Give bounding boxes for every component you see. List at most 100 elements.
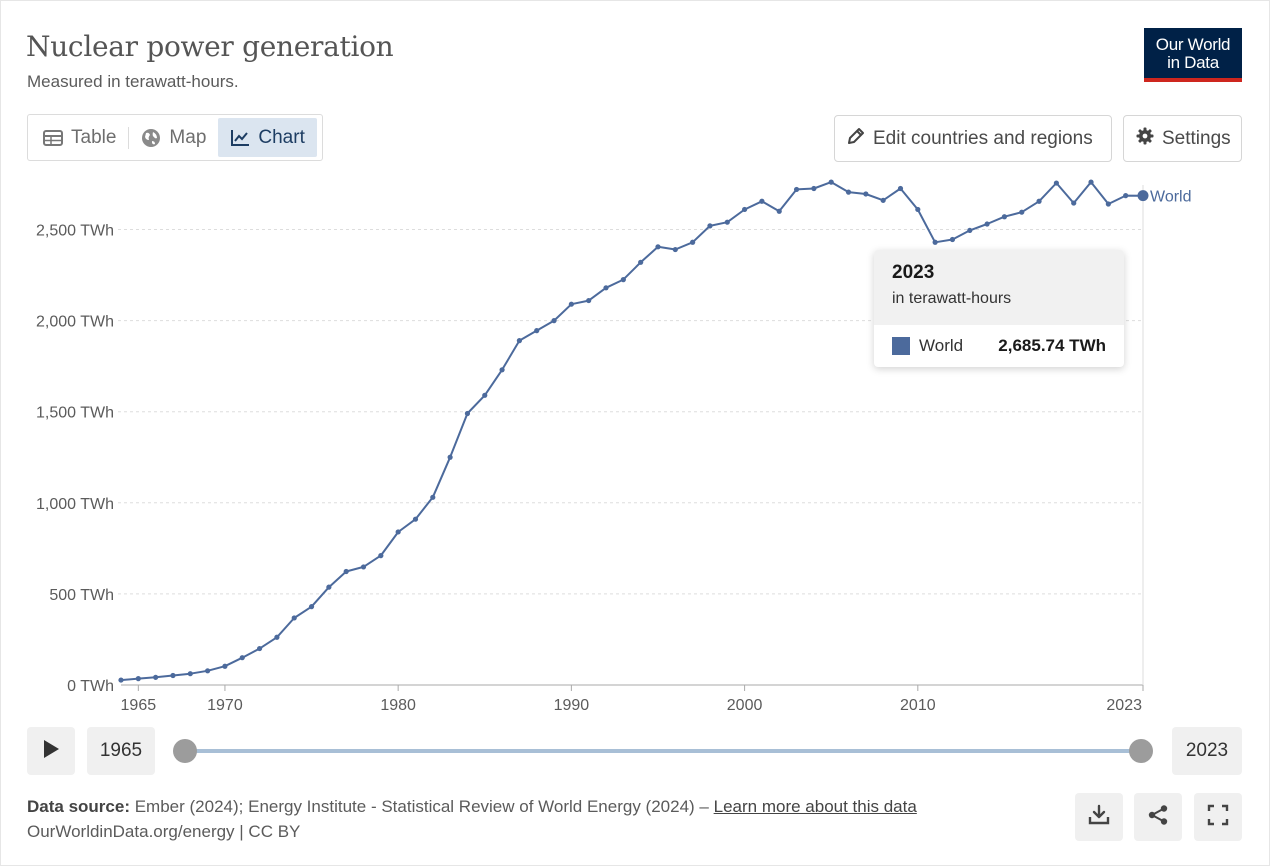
data-point	[620, 277, 626, 283]
data-point	[447, 454, 453, 460]
data-point	[690, 239, 696, 245]
data-source-text: Ember (2024); Energy Institute - Statist…	[134, 797, 709, 816]
settings-label: Settings	[1162, 127, 1231, 149]
y-tick-label: 2,000 TWh	[36, 314, 114, 331]
data-point	[828, 179, 834, 185]
data-point	[863, 191, 869, 197]
tooltip-header: 2023 in terawatt-hours	[874, 250, 1124, 325]
tab-chart-label: Chart	[258, 126, 305, 148]
data-point	[1019, 209, 1025, 215]
data-point	[1001, 214, 1008, 220]
data-point	[499, 367, 505, 373]
data-point	[707, 223, 713, 229]
y-tick-label: 1,500 TWh	[36, 405, 114, 422]
data-point	[187, 671, 193, 677]
pencil-icon	[847, 127, 865, 151]
data-source-line: Data source: Ember (2024); Energy Instit…	[27, 794, 917, 819]
data-point	[412, 516, 419, 522]
timeline-start-year[interactable]: 1965	[87, 727, 155, 775]
data-point	[551, 318, 557, 324]
data-point	[638, 259, 644, 265]
line-chart-icon	[230, 129, 250, 147]
tab-divider	[128, 126, 130, 149]
tab-table-label: Table	[71, 126, 117, 148]
x-tick-label: 2010	[900, 697, 936, 714]
data-point	[430, 494, 436, 500]
tooltip-year: 2023	[892, 262, 935, 283]
x-tick-label: 1965	[121, 697, 157, 714]
tooltip-swatch	[892, 337, 910, 355]
timeline-start-handle[interactable]	[173, 739, 197, 763]
edit-countries-button[interactable]: Edit countries and regions	[834, 115, 1112, 162]
series-end-label: World	[1150, 189, 1192, 206]
data-point	[915, 206, 921, 213]
settings-button[interactable]: Settings	[1123, 115, 1242, 162]
data-point	[291, 615, 297, 621]
fullscreen-icon	[1207, 804, 1229, 831]
data-point	[464, 410, 471, 417]
data-point	[759, 198, 765, 204]
y-tick-label: 500 TWh	[49, 587, 114, 604]
data-point	[205, 668, 211, 674]
footer: Data source: Ember (2024); Energy Instit…	[27, 794, 917, 844]
download-button[interactable]	[1075, 793, 1123, 841]
data-point	[1137, 190, 1149, 202]
edit-countries-label: Edit countries and regions	[873, 127, 1093, 149]
data-point	[1071, 200, 1077, 206]
data-point	[516, 338, 523, 344]
y-axis: 0 TWh 500 TWh 1,000 TWh 1,500 TWh 2,000 TWh 2…	[36, 223, 114, 696]
data-point	[776, 208, 782, 214]
data-point	[655, 244, 661, 250]
timeline-end-year[interactable]: 2023	[1172, 727, 1242, 775]
timeline-end-handle[interactable]	[1129, 739, 1153, 763]
series-world[interactable]: World	[118, 179, 1192, 683]
data-point	[741, 206, 748, 213]
data-point	[378, 553, 384, 559]
tab-map-label: Map	[169, 126, 207, 148]
timeline: 1965 2023	[27, 727, 1242, 775]
x-axis: 1965 1970 1980 1990 2000 2010 2023	[121, 684, 1144, 714]
data-point	[845, 189, 852, 195]
data-point	[118, 677, 124, 683]
data-point	[897, 185, 904, 192]
data-point	[811, 185, 817, 192]
data-source-label: Data source:	[27, 797, 130, 816]
data-point	[984, 221, 990, 227]
data-point	[482, 392, 488, 398]
share-button[interactable]	[1134, 793, 1182, 841]
tab-map[interactable]: Map	[129, 118, 218, 157]
owid-logo[interactable]: Our World in Data	[1144, 28, 1242, 82]
data-point	[153, 674, 159, 680]
tooltip-series-name: World	[919, 336, 964, 355]
data-point	[135, 676, 141, 682]
tooltip-value: 2,685.74 TWh	[998, 336, 1106, 355]
data-point	[586, 297, 592, 304]
table-icon	[43, 129, 63, 146]
data-point	[880, 197, 886, 203]
data-point	[1053, 180, 1059, 186]
data-point	[672, 246, 678, 253]
y-tick-label: 0 TWh	[67, 678, 114, 695]
data-point	[360, 564, 367, 570]
learn-more-link[interactable]: Learn more about this data	[713, 797, 917, 816]
play-button[interactable]	[27, 727, 75, 775]
tab-chart[interactable]: Chart	[218, 118, 317, 157]
data-point	[222, 663, 228, 669]
logo-line-1: Our World	[1155, 35, 1231, 54]
download-icon	[1088, 804, 1110, 831]
tooltip: 2023 in terawatt-hours World 2,685.74 TW…	[874, 250, 1124, 367]
fullscreen-button[interactable]	[1194, 793, 1242, 841]
data-point	[568, 301, 574, 307]
tab-table[interactable]: Table	[31, 118, 128, 157]
x-tick-label: 2023	[1106, 697, 1142, 714]
data-point	[343, 568, 349, 575]
data-point	[603, 285, 609, 291]
data-point	[1105, 201, 1111, 207]
timeline-track[interactable]	[185, 749, 1141, 753]
x-tick-label: 1980	[380, 697, 416, 714]
data-point	[1088, 179, 1094, 185]
data-point	[932, 239, 938, 245]
series-line[interactable]	[120, 181, 1144, 682]
share-icon	[1147, 804, 1169, 831]
